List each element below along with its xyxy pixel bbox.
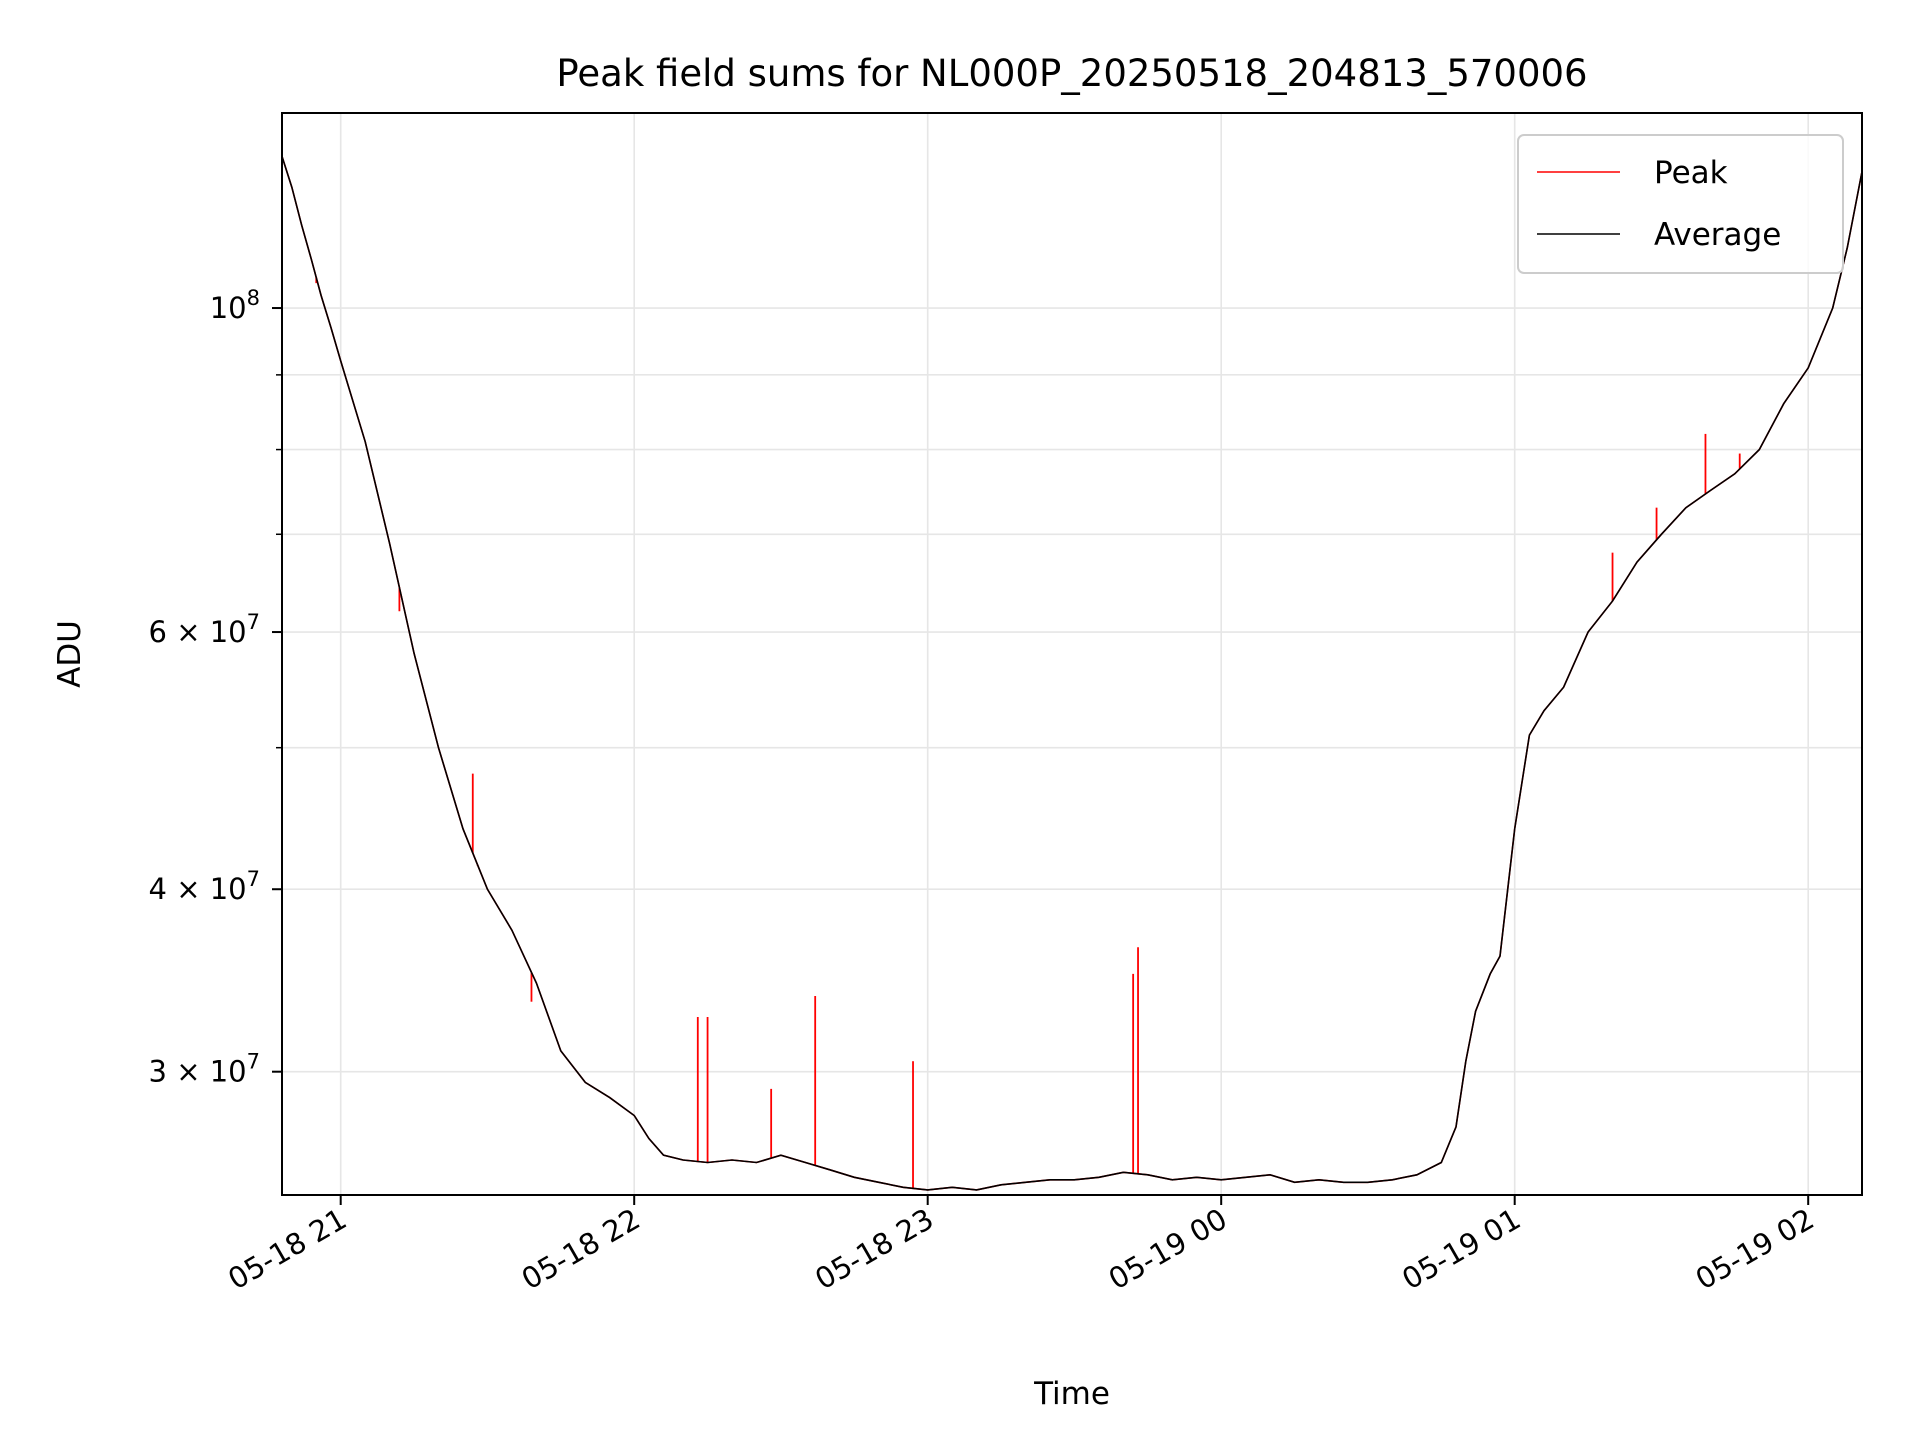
- y-tick-label-base: 4 × 10: [149, 872, 247, 906]
- y-tick-label: 4 × 107: [149, 867, 260, 906]
- legend: Peak Average: [1517, 134, 1844, 274]
- x-axis-label: Time: [1033, 1376, 1110, 1412]
- y-tick-label-base: 10: [210, 291, 247, 325]
- y-tick-label: 3 × 107: [149, 1050, 260, 1089]
- y-tick-label: 6 × 107: [149, 610, 260, 649]
- y-tick-label-exponent: 7: [247, 1050, 260, 1074]
- y-tick-label: 108: [210, 286, 260, 325]
- grid: [282, 113, 1862, 1195]
- y-tick-label-base: 3 × 10: [149, 1055, 247, 1089]
- legend-box: [1517, 134, 1844, 274]
- y-tick-label-exponent: 8: [247, 286, 260, 310]
- legend-label-average: Average: [1654, 217, 1781, 253]
- y-axis-label: ADU: [52, 620, 88, 688]
- y-tick-label-exponent: 7: [247, 610, 260, 634]
- series-area: [282, 113, 1862, 1191]
- y-tick-label-base: 6 × 10: [149, 615, 247, 649]
- plot-frame: [281, 112, 1863, 1196]
- series-line-average: [282, 156, 1862, 1191]
- legend-label-peak: Peak: [1654, 155, 1728, 191]
- y-tick-label-exponent: 7: [247, 867, 260, 891]
- chart-title: Peak field sums for NL000P_20250518_2048…: [556, 52, 1587, 95]
